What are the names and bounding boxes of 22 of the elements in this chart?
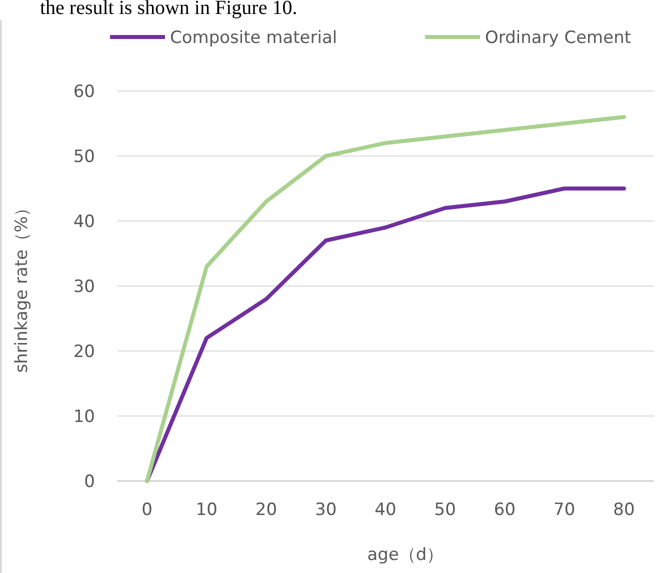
y-tick-label: 20 xyxy=(73,342,95,362)
y-tick-label: 40 xyxy=(73,212,95,232)
x-tick-label: 80 xyxy=(613,500,635,520)
x-tick-label: 70 xyxy=(554,500,576,520)
y-tick-label: 50 xyxy=(73,146,95,167)
line-series xyxy=(145,115,626,483)
x-tick-label: 0 xyxy=(142,500,152,520)
text: the result is shown in Figure 10. xyxy=(40,0,298,19)
x-tick-label: 20 xyxy=(255,500,278,520)
x-tick-label: 10 xyxy=(196,500,218,520)
x-tick-label: 40 xyxy=(374,500,396,520)
y-tick-label: 60 xyxy=(73,82,95,102)
x-tick-label: 30 xyxy=(315,500,337,520)
x-tick-label: 60 xyxy=(494,500,516,520)
y-tick-label: 0 xyxy=(84,472,95,492)
y-tick-label: 30 xyxy=(73,276,95,297)
x-axis-title: age（d） xyxy=(367,545,444,565)
legend-label: Ordinary Cement xyxy=(485,28,632,48)
legend-label: Composite material xyxy=(170,28,338,48)
y-tick-label: 10 xyxy=(73,406,95,427)
y-axis-title: shrinkage rate（%） xyxy=(12,199,32,373)
x-tick-label: 50 xyxy=(434,500,456,520)
